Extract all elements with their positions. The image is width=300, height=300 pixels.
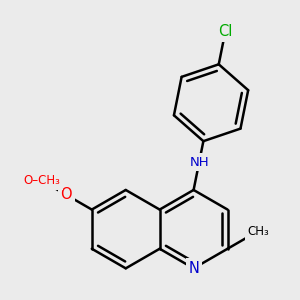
Text: NH: NH	[189, 156, 209, 169]
Text: Cl: Cl	[218, 24, 232, 39]
Text: O: O	[61, 188, 72, 202]
Text: O–CH₃: O–CH₃	[23, 174, 60, 187]
Text: CH₃: CH₃	[247, 225, 269, 238]
Text: N: N	[188, 261, 199, 276]
